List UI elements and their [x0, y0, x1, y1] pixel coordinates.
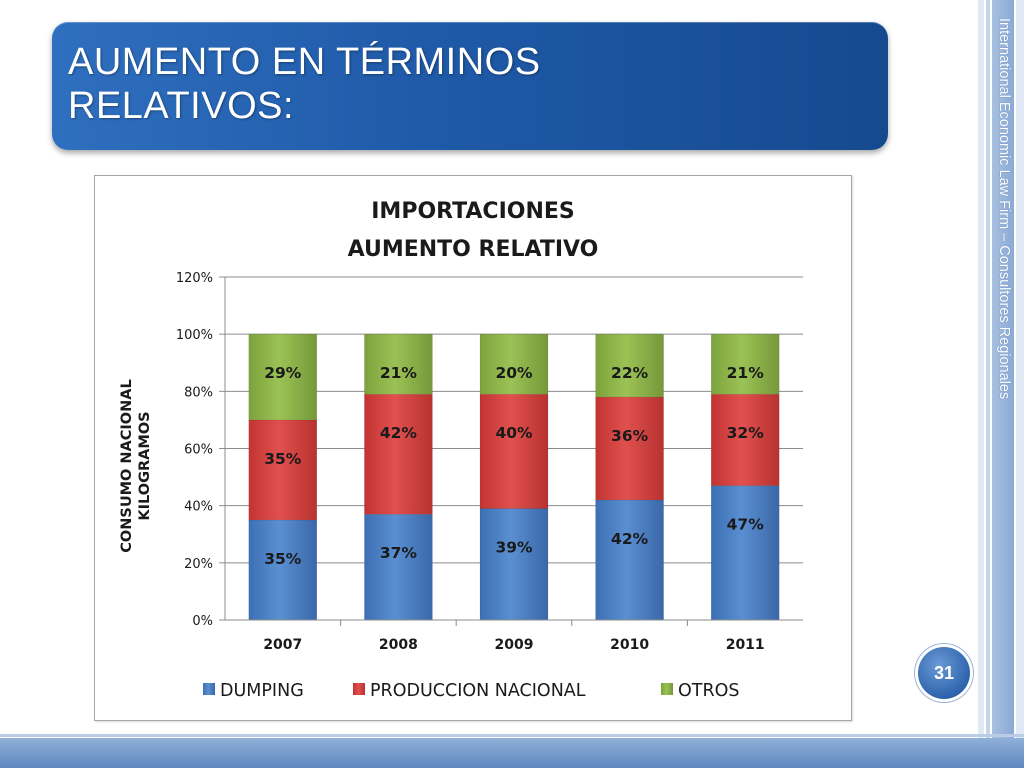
bar-produccion-2010: [595, 396, 664, 501]
legend-label-otros: OTROS: [678, 681, 740, 701]
legend-swatch-otros: [661, 683, 673, 695]
legend-label-produccion: PRODUCCION NACIONAL: [370, 681, 586, 701]
legend-label-dumping: DUMPING: [220, 681, 304, 701]
right-stripe-4: [1016, 0, 1024, 768]
bar-otros-2007: [248, 333, 318, 421]
data-label-produccion-2010: 36%: [611, 427, 649, 445]
data-label-dumping-2007: 35%: [264, 550, 302, 568]
firm-text: International Economic Law Firm – Consul…: [996, 18, 1012, 400]
data-label-dumping-2011: 47%: [727, 516, 765, 534]
bar-otros-2008: [364, 333, 433, 395]
bottom-band: [0, 738, 1024, 768]
data-label-dumping-2010: 42%: [611, 530, 649, 548]
bar-dumping-2007: [248, 519, 318, 621]
x-tick-label: 2010: [610, 637, 649, 653]
firm-vertical-label: International Economic Law Firm – Consul…: [988, 18, 1012, 468]
slide-title: AUMENTO EN TÉRMINOS RELATIVOS:: [68, 40, 848, 128]
y-axis-label-line2: KILOGRAMOS: [137, 411, 153, 520]
data-label-produccion-2008: 42%: [380, 424, 418, 442]
data-label-otros-2011: 21%: [727, 364, 765, 382]
bar-otros-2011: [710, 333, 780, 395]
y-axis-label-line1: CONSUMO NACIONAL: [119, 379, 135, 552]
legend-swatch-produccion: [353, 683, 365, 695]
chart-frame: IMPORTACIONES AUMENTO RELATIVO CONSUMO N…: [94, 175, 852, 721]
y-tick-label: 0%: [192, 614, 213, 629]
bar-dumping-2010: [595, 499, 664, 621]
data-label-produccion-2009: 40%: [495, 424, 533, 442]
bar-otros-2009: [479, 333, 549, 395]
bar-produccion-2009: [479, 393, 549, 509]
data-label-otros-2009: 20%: [495, 364, 533, 382]
y-tick-label: 60%: [184, 443, 213, 458]
chart-title-line1: IMPORTACIONES: [371, 199, 575, 224]
right-stripe-1: [978, 0, 984, 768]
data-label-produccion-2011: 32%: [727, 424, 765, 442]
data-label-dumping-2008: 37%: [380, 544, 418, 562]
page-number: 31: [918, 647, 970, 699]
x-tick-label: 2011: [726, 637, 765, 653]
data-label-produccion-2007: 35%: [264, 450, 302, 468]
bar-dumping-2009: [479, 508, 549, 621]
x-tick-label: 2008: [379, 637, 418, 653]
bottom-band-line: [0, 734, 1024, 737]
x-tick-label: 2007: [263, 637, 302, 653]
y-tick-label: 120%: [176, 271, 213, 286]
y-tick-label: 20%: [184, 557, 213, 572]
slide-title-line1: AUMENTO EN TÉRMINOS: [68, 41, 541, 83]
chart-title-line2: AUMENTO RELATIVO: [348, 237, 599, 262]
y-axis-label: CONSUMO NACIONAL KILOGRAMOS: [119, 379, 153, 552]
y-tick-label: 40%: [184, 500, 213, 515]
data-label-otros-2007: 29%: [264, 364, 302, 382]
title-banner: [52, 22, 888, 150]
right-stripe-3: [992, 0, 1014, 768]
data-label-dumping-2009: 39%: [495, 539, 533, 557]
y-tick-label: 100%: [176, 328, 213, 343]
bar-produccion-2011: [710, 393, 780, 486]
data-label-otros-2010: 22%: [611, 364, 649, 382]
slide-title-line2: RELATIVOS:: [68, 85, 295, 127]
data-label-otros-2008: 21%: [380, 364, 418, 382]
right-stripe-2: [986, 0, 990, 768]
bar-dumping-2011: [710, 485, 780, 621]
y-tick-label: 80%: [184, 385, 213, 400]
bar-produccion-2008: [364, 393, 433, 515]
stacked-bar-chart: IMPORTACIONES AUMENTO RELATIVO CONSUMO N…: [119, 199, 803, 701]
x-tick-label: 2009: [495, 637, 534, 653]
bar-dumping-2008: [364, 513, 433, 621]
bar-otros-2010: [595, 333, 664, 398]
legend-swatch-dumping: [203, 683, 215, 695]
bar-produccion-2007: [248, 419, 318, 521]
